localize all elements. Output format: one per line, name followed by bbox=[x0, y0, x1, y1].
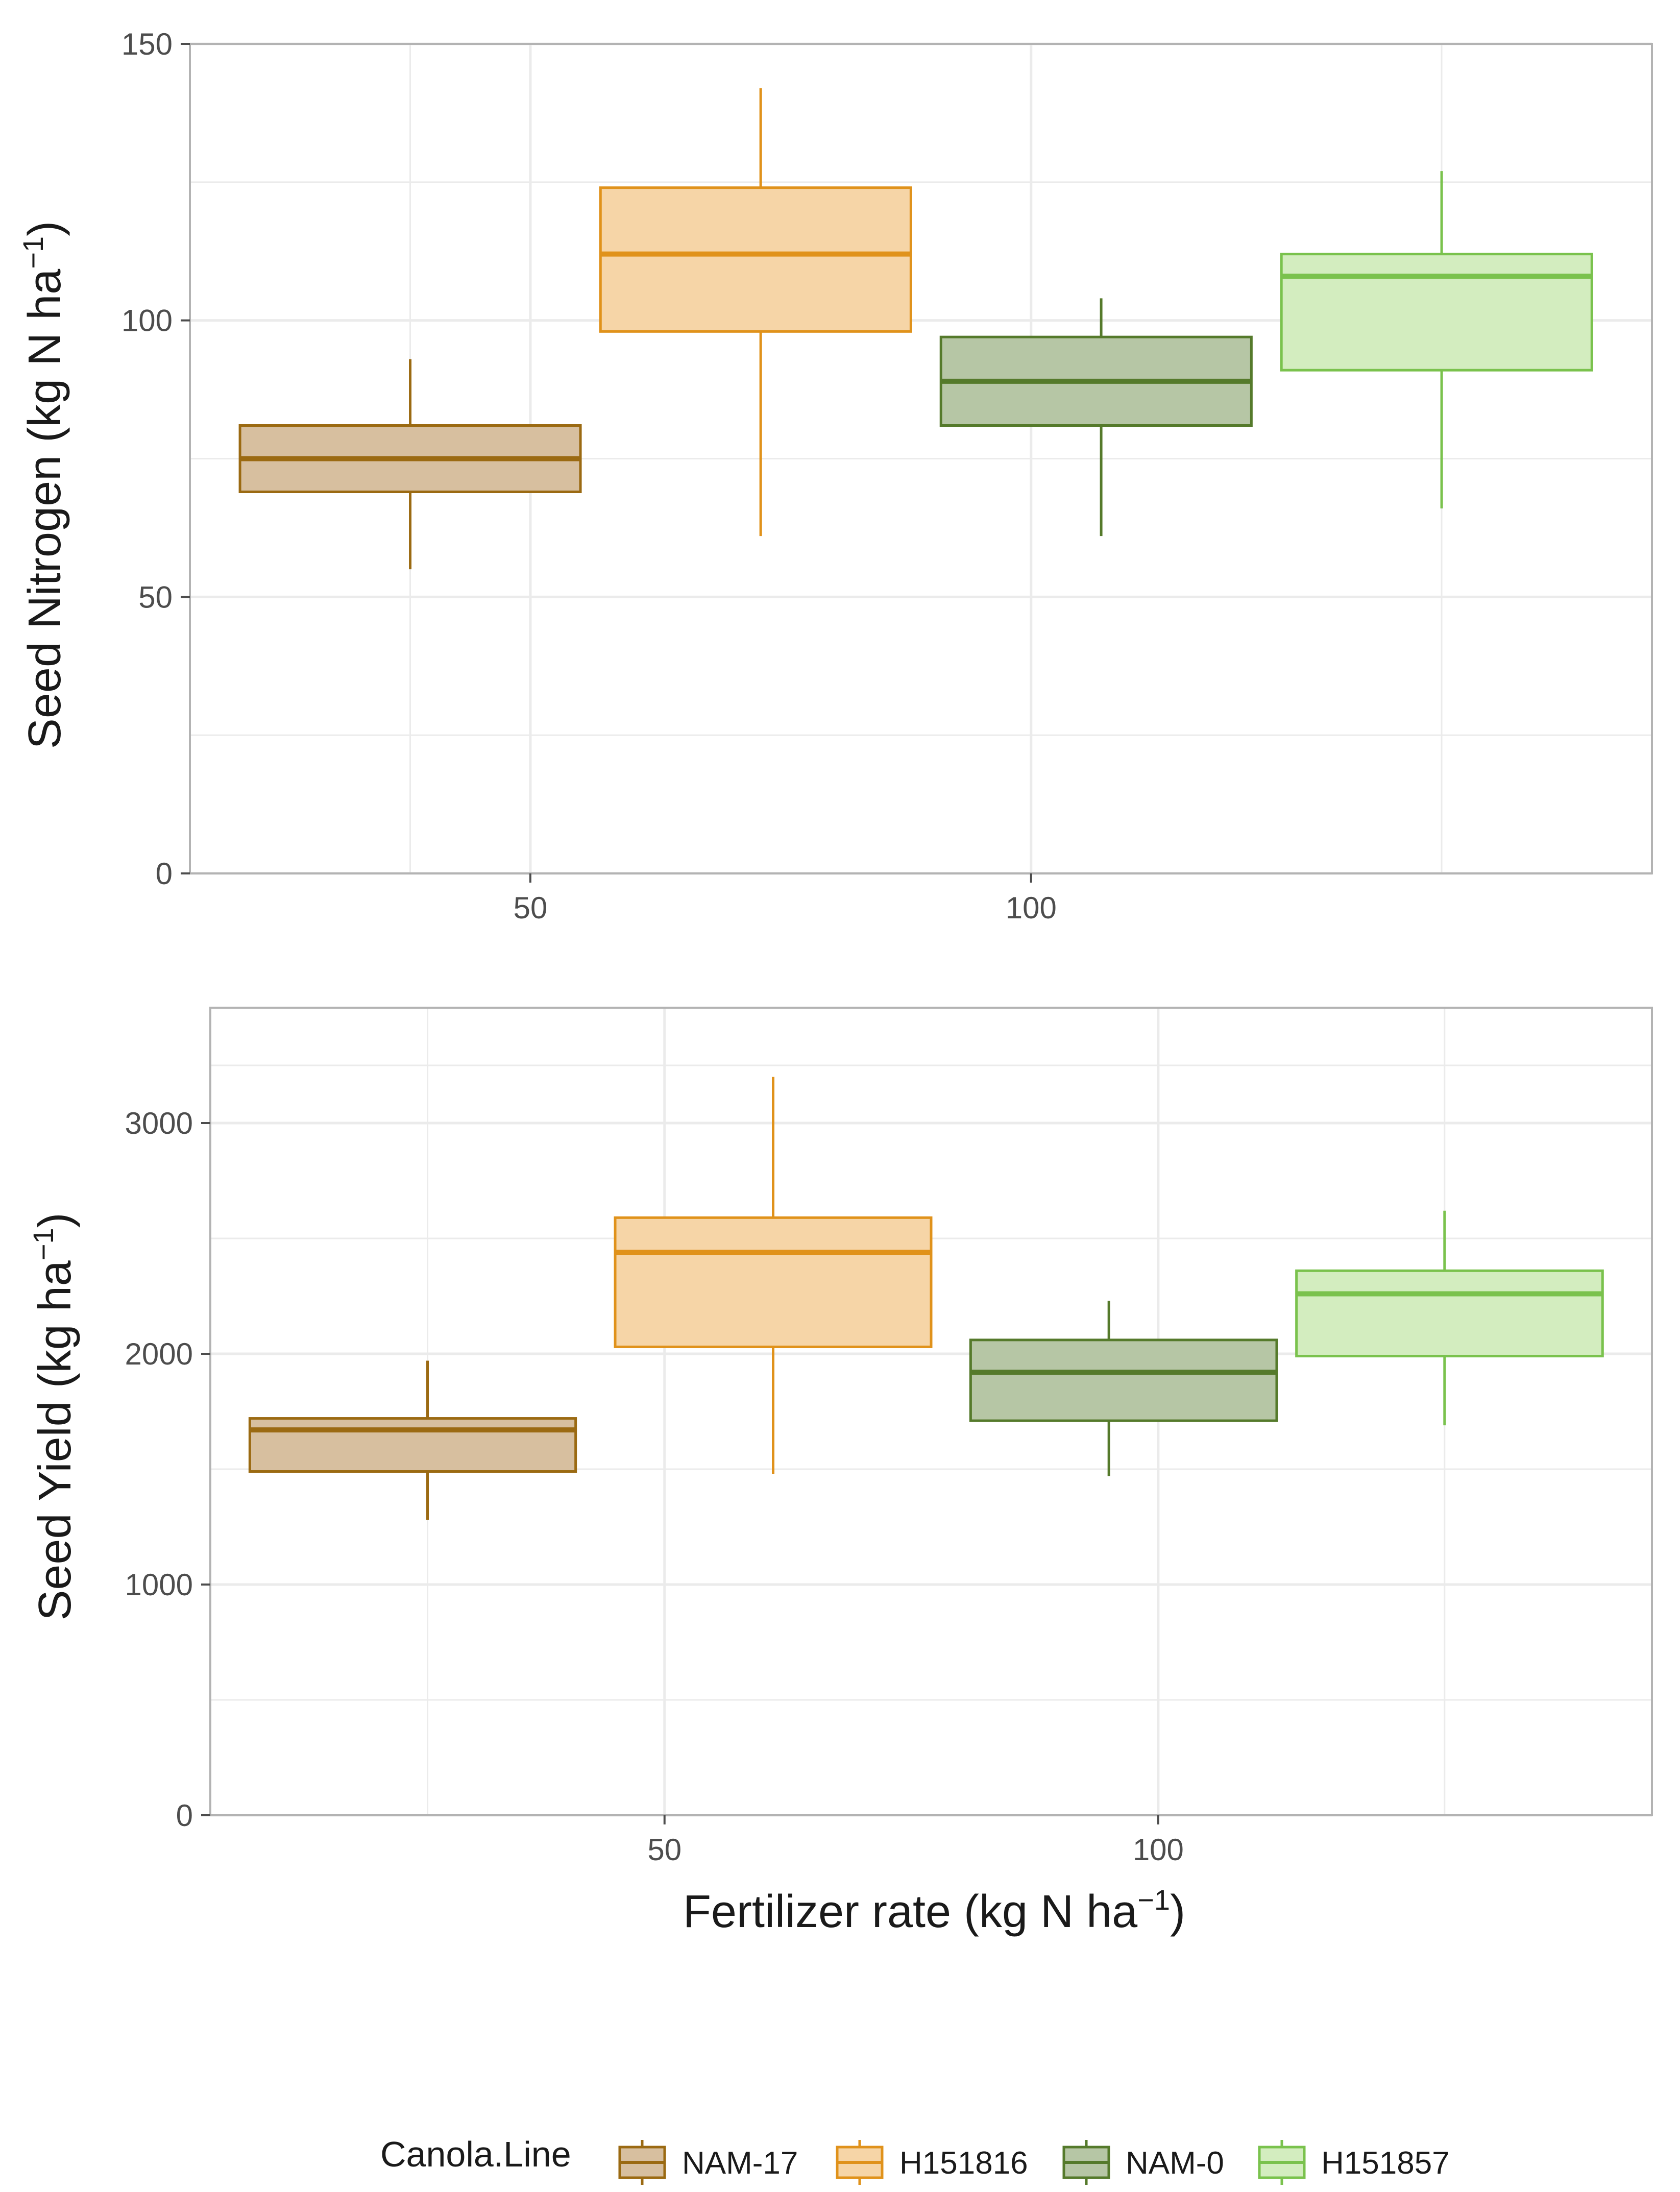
legend-entry-h151816: H151816 bbox=[836, 2140, 1028, 2185]
seed-yield-y-tick-label: 3000 bbox=[125, 1106, 193, 1140]
seed-nitrogen-box-h151816 bbox=[599, 88, 912, 537]
seed-yield-box-h151816-iqr bbox=[614, 1216, 933, 1348]
legend-entry-h151857-label: H151857 bbox=[1321, 2146, 1450, 2181]
seed-nitrogen-y-tick-label: 150 bbox=[121, 27, 173, 61]
seed-yield-panel-border bbox=[209, 1007, 1653, 1816]
seed-yield-box-h151857-iqr bbox=[1295, 1269, 1604, 1358]
seed-yield-box-nam-0-iqr bbox=[969, 1338, 1278, 1422]
legend: Canola.Line NAM-17 H151816 NAM-0 H151857 bbox=[380, 2134, 1450, 2185]
legend-entry-h151816-label: H151816 bbox=[899, 2146, 1028, 2181]
seed-nitrogen-y-axis-title: Seed Nitrogen (kg N ha−1) bbox=[17, 221, 70, 749]
seed-yield-y-tick-label: 0 bbox=[176, 1798, 193, 1833]
seed-nitrogen-x-tick-label: 100 bbox=[1006, 891, 1057, 925]
seed-yield-box-h151816 bbox=[614, 1077, 933, 1474]
seed-nitrogen-x-tick-label: 50 bbox=[514, 891, 548, 925]
legend-entry-nam-0-label: NAM-0 bbox=[1126, 2146, 1224, 2181]
seed-nitrogen-y-tick-label: 50 bbox=[138, 580, 173, 614]
seed-yield-y-axis-title: Seed Yield (kg ha−1) bbox=[27, 1212, 81, 1620]
seed-nitrogen-box-nam-0 bbox=[939, 298, 1253, 537]
seed-yield-box-nam-17-iqr bbox=[248, 1417, 577, 1473]
legend-title: Canola.Line bbox=[380, 2134, 571, 2174]
legend-entry-h151857: H151857 bbox=[1258, 2140, 1450, 2185]
seed-nitrogen-box-h151857-iqr bbox=[1280, 253, 1593, 372]
seed-yield-x-tick-label: 50 bbox=[647, 1833, 681, 1867]
seed-yield-x-tick-label: 100 bbox=[1133, 1833, 1184, 1867]
seed-yield-box-h151857 bbox=[1295, 1210, 1604, 1426]
seed-yield-y-tick-label: 1000 bbox=[125, 1568, 193, 1602]
seed-yield-y-tick-label: 2000 bbox=[125, 1337, 193, 1371]
seed-nitrogen-y-tick-label: 0 bbox=[156, 857, 173, 891]
fertilizer-x-axis-title: Fertilizer rate (kg N ha−1) bbox=[683, 1884, 1185, 1937]
seed-nitrogen-panel-border bbox=[189, 43, 1653, 874]
seed-yield-box-nam-17 bbox=[248, 1360, 577, 1520]
legend-entry-nam-17: NAM-17 bbox=[618, 2140, 798, 2185]
seed-nitrogen-panel: 0 50 100 150 50 100 Seed Nitrogen (kg N ha−1) bbox=[17, 27, 1653, 925]
seed-nitrogen-box-nam-17 bbox=[238, 359, 582, 570]
seed-nitrogen-y-tick-label: 100 bbox=[121, 304, 173, 338]
legend-entry-nam-0: NAM-0 bbox=[1062, 2140, 1224, 2185]
seed-nitrogen-box-h151857 bbox=[1280, 171, 1593, 508]
seed-yield-box-nam-0 bbox=[969, 1301, 1278, 1476]
seed-nitrogen-box-h151816-iqr bbox=[599, 186, 912, 333]
legend-entry-nam-17-label: NAM-17 bbox=[682, 2146, 798, 2181]
